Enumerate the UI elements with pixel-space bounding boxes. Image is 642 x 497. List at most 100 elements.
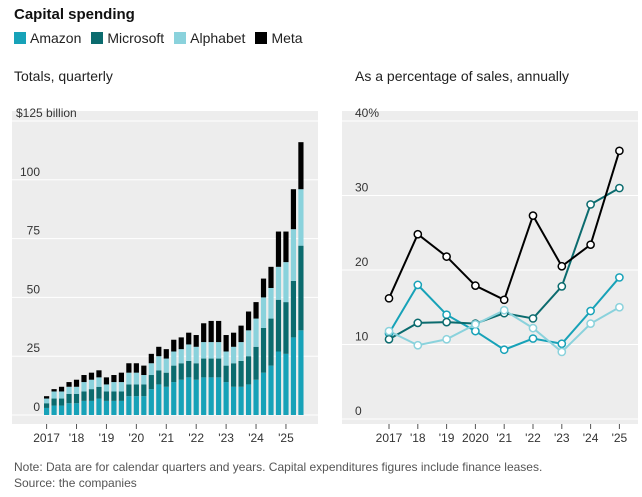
- legend-swatch-microsoft: [91, 32, 104, 44]
- bar-amazon: [111, 400, 117, 415]
- bar-meta: [133, 363, 139, 373]
- bar-alphabet: [96, 377, 102, 387]
- bar-microsoft: [275, 299, 282, 352]
- bar-x-tick-label: '22: [188, 431, 204, 445]
- bar-meta: [44, 396, 50, 399]
- bar-alphabet: [126, 372, 132, 385]
- bar-microsoft: [163, 372, 169, 387]
- bar-alphabet: [253, 318, 259, 347]
- bar-microsoft: [171, 365, 177, 383]
- line-x-tick-label: '24: [583, 431, 599, 445]
- bar-amazon: [245, 384, 252, 415]
- bar-alphabet: [163, 358, 169, 373]
- point-microsoft: [413, 318, 423, 328]
- bar-alphabet: [171, 351, 177, 366]
- bar-alphabet: [208, 342, 214, 359]
- point-alphabet: [528, 323, 538, 333]
- bar-microsoft: [156, 370, 162, 385]
- bar-meta: [260, 278, 267, 298]
- bar-amazon: [260, 372, 267, 415]
- line-y-tick-label: 30: [355, 181, 369, 195]
- bar-microsoft: [216, 358, 222, 378]
- legend-item-microsoft: Microsoft: [91, 30, 164, 46]
- bar-microsoft: [178, 363, 184, 380]
- line-x-tick-label: 2020: [462, 431, 489, 445]
- bar-y-tick-label: 25: [27, 341, 41, 355]
- bar-alphabet: [186, 344, 192, 361]
- bar-chart-subtitle: Totals, quarterly: [14, 68, 113, 84]
- bar-meta: [178, 337, 184, 350]
- bar-microsoft: [201, 358, 207, 378]
- bar-meta: [223, 335, 229, 352]
- bar-microsoft: [44, 403, 50, 408]
- bar-alphabet: [148, 363, 154, 376]
- bar-meta: [290, 189, 297, 230]
- point-amazon: [442, 310, 451, 320]
- bar-amazon: [126, 396, 132, 415]
- point-amazon: [528, 334, 538, 343]
- legend-item-amazon: Amazon: [14, 30, 81, 46]
- bar-amazon: [148, 389, 154, 415]
- bar-amazon: [88, 400, 95, 415]
- bar-meta: [238, 325, 244, 343]
- bar-microsoft: [260, 327, 267, 373]
- bar-alphabet: [156, 356, 162, 371]
- bar-amazon: [118, 400, 124, 415]
- bar-microsoft: [290, 280, 297, 338]
- chart-title: Capital spending: [14, 6, 135, 23]
- bar-microsoft: [238, 360, 244, 387]
- bar-alphabet: [103, 384, 110, 392]
- legend-label-meta: Meta: [271, 30, 303, 46]
- bar-x-tick-label: '20: [129, 431, 145, 445]
- line-x-tick-label: 2017: [376, 431, 403, 445]
- bar-microsoft: [298, 245, 304, 331]
- bar-meta: [103, 377, 110, 385]
- bar-microsoft: [73, 393, 80, 404]
- point-microsoft: [586, 200, 595, 209]
- point-meta: [557, 261, 567, 271]
- line-x-tick-label: '25: [612, 431, 628, 445]
- bar-meta: [148, 353, 154, 364]
- line-y-tick-label: 10: [355, 330, 369, 344]
- bar-meta: [118, 372, 124, 383]
- bar-amazon: [171, 382, 177, 415]
- bar-microsoft: [133, 384, 139, 397]
- bar-microsoft: [245, 356, 252, 385]
- bar-alphabet: [73, 386, 80, 394]
- line-x-tick-label: '21: [496, 431, 512, 445]
- bar-alphabet: [193, 346, 199, 364]
- point-alphabet: [384, 326, 394, 336]
- bar-x-tick-label: '19: [99, 431, 115, 445]
- bar-meta: [51, 389, 57, 392]
- line-x-tick-label: '18: [410, 431, 426, 445]
- point-alphabet: [413, 340, 423, 350]
- bar-meta: [58, 386, 65, 392]
- bar-amazon: [253, 379, 259, 415]
- bar-microsoft: [118, 391, 124, 401]
- bar-alphabet: [44, 398, 50, 404]
- bar-alphabet: [178, 349, 184, 364]
- point-amazon: [615, 273, 624, 282]
- bar-amazon: [186, 377, 192, 415]
- bar-amazon: [268, 365, 274, 415]
- bar-meta: [156, 346, 162, 357]
- bar-microsoft: [268, 318, 274, 366]
- bar-meta: [163, 349, 169, 359]
- bar-meta: [111, 375, 117, 383]
- point-meta: [586, 240, 595, 250]
- bar-meta: [253, 302, 259, 319]
- bar-alphabet: [141, 375, 147, 385]
- bar-alphabet: [298, 189, 304, 246]
- bar-microsoft: [223, 365, 229, 383]
- point-meta: [384, 293, 394, 303]
- bar-alphabet: [290, 229, 297, 281]
- bar-amazon: [201, 377, 207, 415]
- point-microsoft: [528, 314, 538, 323]
- point-microsoft: [442, 317, 451, 327]
- bar-meta: [275, 231, 282, 267]
- bar-amazon: [156, 384, 162, 415]
- point-meta: [528, 211, 538, 220]
- point-amazon: [499, 345, 509, 355]
- bar-microsoft: [96, 386, 102, 399]
- bar-amazon: [141, 396, 147, 415]
